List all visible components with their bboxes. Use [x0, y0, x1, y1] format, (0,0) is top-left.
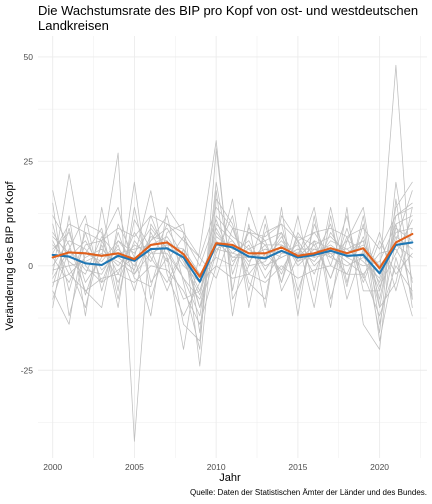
y-tick-label: -25: [21, 365, 34, 375]
x-tick-label: 2015: [288, 462, 307, 472]
x-tick-label: 2020: [370, 462, 389, 472]
plot-panel: [38, 36, 427, 458]
x-tick-label: 2005: [125, 462, 144, 472]
district-line-14: [52, 64, 413, 442]
mean-lines: [51, 232, 414, 283]
x-tick-label: 2000: [43, 462, 62, 472]
district-line-19: [52, 215, 413, 308]
y-axis-ticks: -25 0 25 50: [21, 52, 34, 375]
y-tick-label: 0: [28, 261, 33, 271]
chart-title-line-2: Landkreisen: [38, 18, 109, 33]
district-line-10: [52, 148, 413, 350]
grid: [38, 36, 427, 458]
district-lines: [52, 64, 413, 442]
y-tick-label: 25: [24, 156, 34, 166]
district-line-20: [52, 265, 413, 325]
west-mean-line: [51, 232, 414, 278]
district-line-21: [52, 206, 413, 258]
x-axis-title: Jahr: [219, 472, 241, 484]
y-axis-title: Veränderung des BIP pro Kopf: [4, 181, 16, 331]
x-tick-label: 2010: [207, 462, 226, 472]
district-line-16: [52, 181, 413, 367]
east-mean-line: [51, 241, 414, 283]
y-tick-label: 50: [24, 52, 34, 62]
x-axis-ticks: 2000 2005 2010 2015 2020: [43, 462, 389, 472]
chart-title-line-1: Die Wachstumsrate des BIP pro Kopf von o…: [38, 3, 418, 18]
source-caption: Quelle: Daten der Statistischen Ämter de…: [190, 488, 427, 497]
district-line-15: [52, 140, 413, 350]
